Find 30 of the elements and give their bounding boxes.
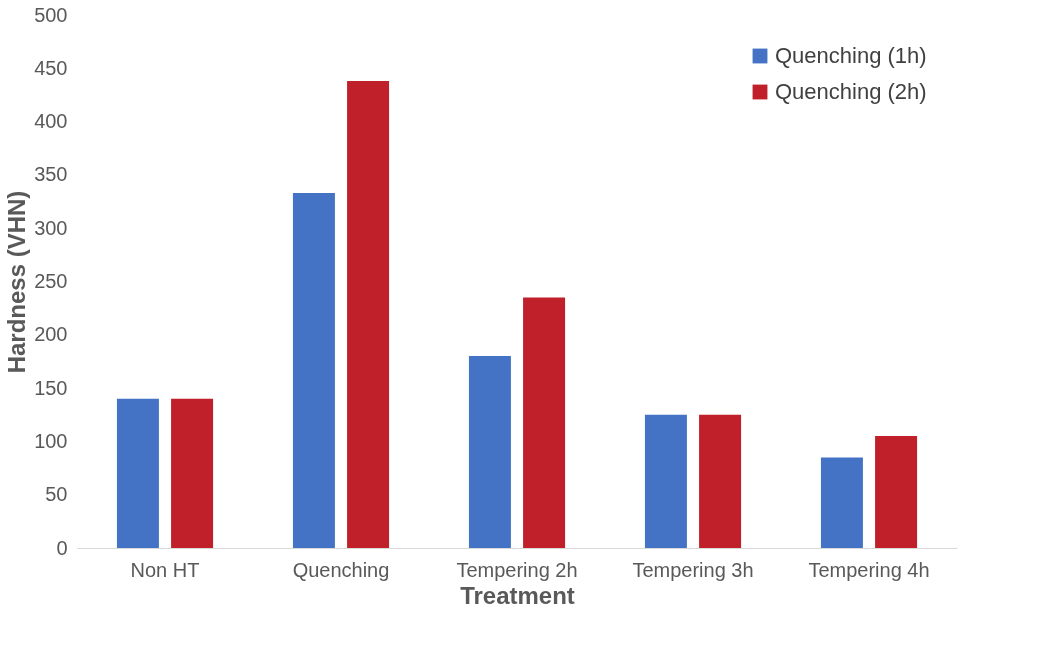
x-tick-label: Quenching [292,558,390,581]
x-axis-title: Treatment [460,581,575,609]
bar [292,193,335,548]
x-tick-label: Tempering 4h [808,558,930,581]
y-tick-label: 150 [34,376,68,399]
x-tick-label: Non HT [130,558,200,581]
y-tick-label: 0 [56,536,68,559]
y-tick-label: 250 [34,270,68,292]
y-axis-title: Hardness (VHN) [3,190,31,374]
legend-label: Quenching (1h) [775,43,927,68]
bar [644,414,687,548]
x-tick-label: Tempering 2h [456,558,578,581]
y-tick-label: 200 [34,323,68,346]
bar [116,398,159,548]
x-tick-label: Tempering 3h [632,558,754,581]
bar [468,356,511,548]
bar [875,436,918,548]
y-tick-label: 500 [34,3,68,26]
bar [347,81,390,548]
y-tick-label: 350 [34,163,68,186]
bar [699,414,742,548]
y-tick-label: 100 [34,429,68,452]
bar [523,297,566,548]
y-tick-label: 50 [45,483,68,506]
bar [820,457,863,548]
y-tick-label: 400 [34,110,68,133]
y-tick-label: 300 [34,216,68,239]
bar [171,398,214,548]
y-tick-label: 450 [34,56,68,79]
legend-label: Quenching (2h) [775,79,927,104]
